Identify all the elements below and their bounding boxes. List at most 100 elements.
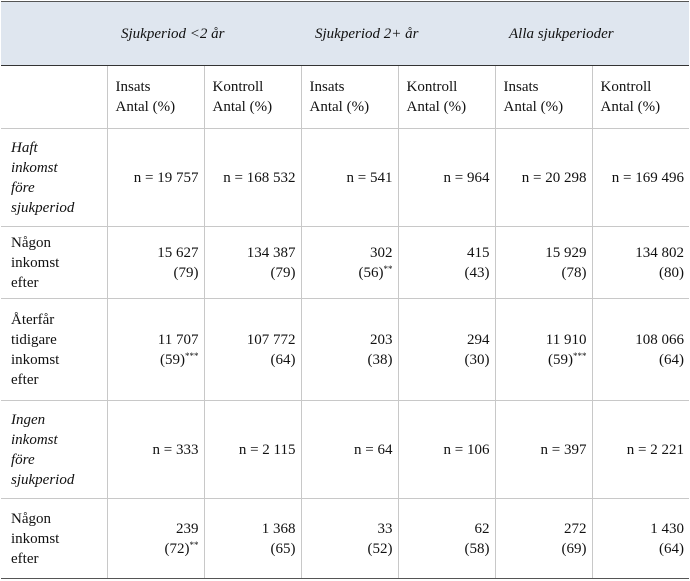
row-label-text: Någon inkomst efter	[11, 510, 60, 567]
cell-value: 415	[467, 244, 490, 261]
table-body: Haft inkomst före sjukperiod n = 19 757 n …	[1, 128, 689, 579]
column-header-line: Antal (%)	[600, 99, 661, 115]
group-title: Sjukperiod <2 år	[107, 1, 301, 66]
cell-value: 294	[467, 331, 490, 348]
cell-value: n = 2 221	[626, 441, 684, 458]
row-label: Någon inkomst efter	[1, 226, 107, 299]
row-label-text: Ingen inkomst före sjukperiod	[11, 411, 75, 488]
data-cell: n = 169 496	[591, 128, 689, 227]
data-cell: 415 (43)	[397, 226, 495, 299]
data-cell: n = 964	[397, 128, 495, 227]
cell-percent: (64)	[270, 351, 296, 368]
data-cell: 107 772 (64)	[203, 298, 301, 401]
data-cell: 1 368 (65)	[203, 498, 301, 579]
cell-value: n = 168 532	[223, 169, 296, 186]
cell-value: 1 368	[261, 520, 296, 537]
cell-value: n = 19 757	[133, 169, 199, 186]
cell-value: 239	[176, 520, 199, 537]
cell-value: 11 910	[545, 331, 587, 348]
cell-value: 11 707	[157, 331, 199, 348]
row-label-text: Haft inkomst före sjukperiod	[11, 139, 75, 216]
cell-value: n = 106	[443, 441, 490, 458]
column-header: Insats Antal (%)	[300, 65, 398, 129]
data-cell: 11 910 (59)***	[494, 298, 592, 401]
data-cell: 239 (72)**	[106, 498, 204, 579]
column-header: Kontroll Antal (%)	[397, 65, 495, 129]
column-header-line: Antal (%)	[503, 99, 564, 115]
data-cell: 134 387 (79)	[203, 226, 301, 299]
cell-percent: (30)	[464, 351, 490, 368]
data-cell: n = 2 115	[203, 400, 301, 499]
data-cell: n = 333	[106, 400, 204, 499]
column-header: Kontroll Antal (%)	[203, 65, 301, 129]
cell-percent: (78)	[561, 264, 587, 281]
cell-value: 108 066	[635, 331, 684, 348]
cell-percent: (58)	[464, 540, 490, 557]
cell-percent: (65)	[270, 540, 296, 557]
cell-percent: (38)	[367, 351, 393, 368]
cell-value: 272	[564, 520, 587, 537]
column-header-line: Antal (%)	[212, 99, 273, 115]
cell-percent: (69)	[561, 540, 587, 557]
data-cell: n = 106	[397, 400, 495, 499]
data-cell: n = 2 221	[591, 400, 689, 499]
data-cell: 15 929 (78)	[494, 226, 592, 299]
table-row: Ingen inkomst före sjukperiod n = 333 n = …	[1, 400, 689, 499]
cell-value: n = 64	[354, 441, 393, 458]
cell-percent: (64)	[659, 351, 684, 368]
cell-value: n = 169 496	[611, 169, 684, 186]
column-header-line: Antal (%)	[309, 99, 370, 115]
column-header-line: Insats	[115, 79, 151, 95]
cell-value: n = 541	[346, 169, 393, 186]
data-cell: 1 430 (64)	[591, 498, 689, 579]
cell-value: 1 430	[650, 520, 684, 537]
data-cell: n = 397	[494, 400, 592, 499]
cell-value: 107 772	[246, 331, 296, 348]
data-cell: n = 541	[300, 128, 398, 227]
table-row: Återfår tidigare inkomst efter 11 707 (59)…	[1, 298, 689, 401]
data-cell: 33 (52)	[300, 498, 398, 579]
cell-percent: (80)	[659, 264, 684, 281]
cell-value: 203	[370, 331, 393, 348]
cell-value: 302	[370, 244, 393, 261]
column-header-line: Kontroll	[600, 79, 652, 95]
cell-value: n = 20 298	[521, 169, 587, 186]
cell-percent: (79)	[173, 264, 199, 281]
data-cell: 15 627 (79)	[106, 226, 204, 299]
table-head: Sjukperiod <2 år Sjukperiod 2+ år Alla sju…	[1, 1, 689, 129]
data-cell: n = 64	[300, 400, 398, 499]
data-cell: 62 (58)	[397, 498, 495, 579]
sub-header-row: Insats Antal (%) Kontroll Antal (%) Insats An…	[1, 65, 689, 129]
significance: ***	[573, 350, 587, 361]
row-label: Haft inkomst före sjukperiod	[1, 128, 107, 227]
cell-percent: (56)	[358, 264, 384, 281]
cell-percent: (43)	[464, 264, 490, 281]
cell-percent: (59)	[548, 351, 573, 368]
data-cell: 294 (30)	[397, 298, 495, 401]
column-header-line: Kontroll	[406, 79, 458, 95]
data-cell: 203 (38)	[300, 298, 398, 401]
corner-cell	[1, 66, 107, 129]
significance: **	[383, 263, 393, 274]
data-cell: n = 19 757	[106, 128, 204, 227]
row-label-text: Återfår tidigare inkomst efter	[11, 311, 60, 388]
data-cell: 11 707 (59)***	[106, 298, 204, 401]
cell-percent: (79)	[270, 264, 296, 281]
group-title: Alla sjukperioder	[495, 1, 689, 66]
column-header: Insats Antal (%)	[106, 65, 204, 129]
table-row: Någon inkomst efter 239 (72)** 1 368 (65) 33 (…	[1, 498, 689, 579]
cell-percent: (72)	[164, 540, 190, 557]
column-header-line: Antal (%)	[115, 99, 176, 115]
corner-cell	[1, 1, 107, 66]
cell-value: 15 627	[157, 244, 199, 261]
data-cell: 108 066 (64)	[591, 298, 689, 401]
cell-value: n = 397	[540, 441, 587, 458]
row-label: Återfår tidigare inkomst efter	[1, 298, 107, 401]
data-cell: 302 (56)**	[300, 226, 398, 299]
significance: **	[189, 539, 199, 550]
table-row: Någon inkomst efter 15 627 (79) 134 387 (79)…	[1, 226, 689, 299]
cell-value: 134 387	[246, 244, 296, 261]
cell-value: 15 929	[545, 244, 587, 261]
significance: ***	[185, 350, 199, 361]
